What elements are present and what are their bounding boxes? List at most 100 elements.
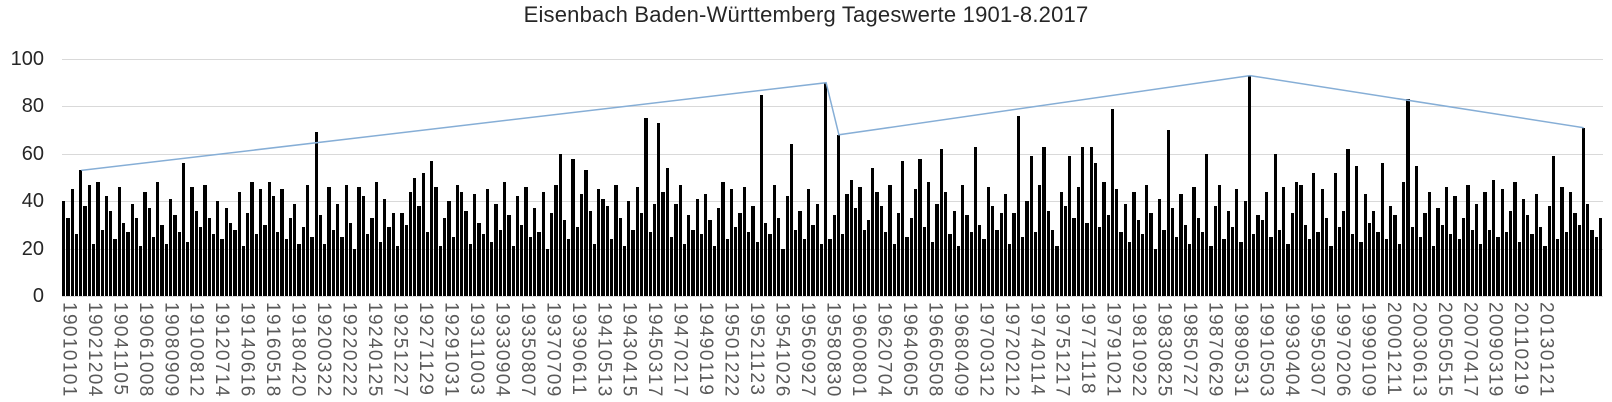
bar: [477, 222, 481, 296]
x-axis-label: 19751217: [1051, 302, 1073, 398]
x-axis-label: 19041105: [109, 302, 131, 397]
x-axis-label: 19870629: [1204, 302, 1226, 398]
bar: [991, 205, 995, 296]
bar: [1106, 215, 1110, 296]
bar: [224, 208, 228, 296]
bar: [246, 213, 250, 296]
bar: [1209, 246, 1213, 296]
bar: [1453, 196, 1457, 296]
bar: [1564, 232, 1568, 296]
bar: [815, 203, 819, 296]
bar: [524, 186, 528, 296]
bar: [1055, 246, 1059, 296]
bar: [1354, 165, 1359, 296]
bar: [66, 217, 70, 296]
bar: [901, 160, 905, 296]
x-axis-label: 19990109: [1357, 302, 1379, 398]
bar: [532, 208, 537, 296]
bar: [1487, 229, 1491, 296]
bar: [186, 241, 190, 296]
bar: [605, 205, 609, 296]
bar: [905, 236, 909, 296]
bar: [1556, 239, 1560, 296]
bar: [1136, 220, 1140, 296]
bar: [931, 241, 935, 296]
x-axis-label: 19600801: [847, 302, 869, 398]
bar: [1003, 194, 1008, 296]
bar: [408, 191, 413, 296]
x-axis-label: 20130121: [1535, 302, 1557, 398]
bar: [687, 215, 691, 296]
bar: [460, 191, 464, 296]
bar: [1239, 241, 1243, 296]
bar: [220, 239, 224, 296]
bar: [1337, 227, 1342, 296]
bars-layer: [62, 59, 1603, 296]
bar: [464, 210, 468, 296]
bar: [1569, 191, 1573, 296]
bar: [639, 213, 644, 296]
bar: [336, 203, 340, 296]
bar: [580, 194, 584, 296]
bar: [117, 186, 121, 296]
bar: [434, 186, 438, 296]
bar: [1500, 189, 1504, 296]
bar: [806, 189, 811, 296]
bar: [785, 196, 789, 296]
bar: [1303, 224, 1307, 296]
bar: [288, 217, 293, 296]
bar: [1123, 203, 1128, 296]
bar: [96, 182, 100, 296]
bar: [241, 246, 246, 296]
bar: [1093, 163, 1098, 296]
bar: [691, 229, 695, 296]
bar: [1012, 213, 1016, 296]
bar: [567, 239, 571, 296]
x-axis-label: 19350807: [516, 302, 538, 398]
peak-connector-line: [81, 74, 1584, 172]
bar: [986, 186, 991, 296]
x-axis-label: 19810922: [1128, 302, 1150, 398]
bar: [233, 229, 237, 296]
x-axis-label: 19541026: [771, 302, 793, 398]
bar: [74, 234, 79, 296]
bar: [1187, 243, 1192, 296]
bar: [194, 210, 198, 296]
bar: [943, 191, 948, 296]
bar: [267, 182, 271, 296]
bar: [858, 186, 862, 296]
bar: [160, 224, 164, 296]
bar: [819, 243, 824, 296]
bar: [443, 217, 447, 296]
x-axis-label: 19640605: [898, 302, 920, 398]
bar: [541, 191, 545, 296]
bar: [1196, 217, 1200, 296]
bar: [1085, 222, 1089, 296]
bar: [1410, 227, 1414, 296]
bar: [644, 118, 648, 296]
bar: [1145, 184, 1149, 296]
bar: [1333, 172, 1337, 296]
bar: [695, 198, 699, 296]
bar: [1217, 184, 1222, 296]
bar: [1376, 232, 1380, 296]
bar: [674, 203, 678, 296]
bar: [507, 215, 511, 296]
bar: [1179, 194, 1183, 296]
bar: [618, 217, 622, 296]
bar: [999, 213, 1003, 296]
bar: [485, 189, 490, 296]
bar: [1029, 156, 1033, 296]
bar: [554, 184, 558, 296]
bar: [100, 229, 104, 296]
bar: [969, 232, 973, 296]
bar: [284, 239, 288, 296]
bar: [652, 203, 657, 296]
bar: [1474, 203, 1479, 296]
bar: [203, 184, 207, 296]
x-axis-label: 19390611: [567, 302, 589, 397]
bar: [1320, 189, 1324, 296]
bar: [879, 205, 883, 296]
bar: [216, 201, 220, 296]
bar: [1423, 213, 1427, 296]
